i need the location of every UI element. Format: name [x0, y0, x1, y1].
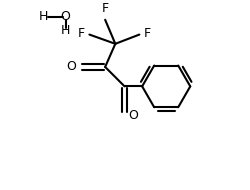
Text: F: F: [143, 27, 150, 40]
Text: O: O: [128, 108, 137, 122]
Text: H: H: [60, 24, 70, 37]
Text: F: F: [78, 27, 85, 40]
Text: H: H: [38, 10, 48, 24]
Text: O: O: [60, 10, 70, 24]
Text: O: O: [66, 60, 76, 74]
Text: F: F: [101, 2, 108, 15]
